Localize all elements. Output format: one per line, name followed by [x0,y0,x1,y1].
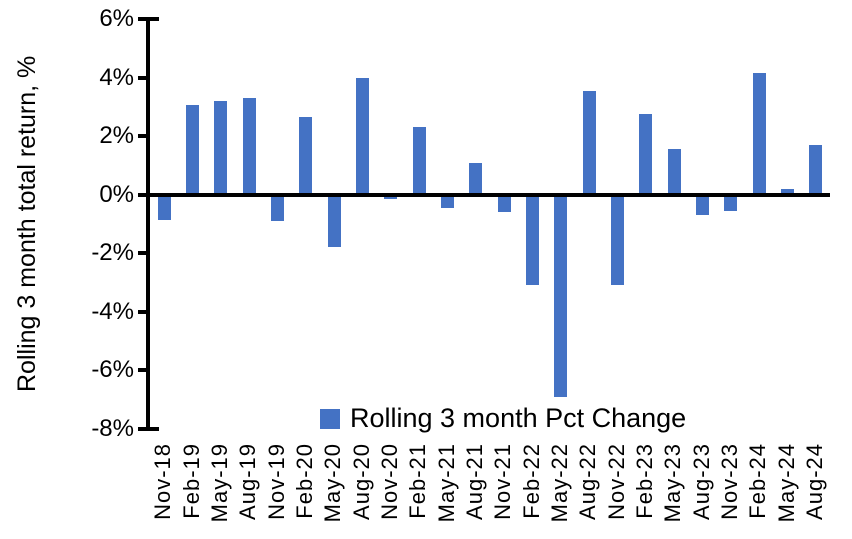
y-axis-end-cap [150,17,159,21]
bar-Aug-20 [356,77,369,195]
x-tick-label: Feb-23 [631,443,657,519]
x-tick-label: May-20 [320,443,346,523]
x-tick-label: May-23 [660,443,686,523]
bar-Aug-21 [469,162,483,195]
bar-Feb-20 [299,117,313,195]
legend-label: Rolling 3 month Pct Change [350,403,687,433]
y-tick [138,17,146,21]
bar-Feb-23 [639,114,653,195]
bar-Feb-24 [752,73,766,195]
bar-Nov-18 [157,194,171,220]
bar-Feb-21 [412,127,426,195]
y-tick [138,309,146,314]
y-tick [138,134,146,139]
bar-May-22 [554,194,568,397]
y-tick-label: -2% [91,239,134,267]
x-tick-label: May-21 [433,443,459,523]
x-tick-label: Aug-20 [348,443,374,520]
y-axis-end-cap [150,427,159,431]
y-axis-title: Rolling 3 month total return, % [13,55,41,393]
bar-Aug-24 [809,144,823,195]
bar-Aug-22 [582,90,596,195]
x-tick-label: May-19 [206,443,232,523]
legend: Rolling 3 month Pct Change [320,405,686,432]
x-tick-label: Aug-24 [801,443,827,520]
x-tick-label: Feb-24 [745,443,771,519]
bar-May-21 [441,194,454,208]
y-tick-label: -4% [91,297,134,325]
bar-May-24 [781,188,794,195]
x-tick-label: May-24 [773,443,799,523]
bar-Aug-19 [242,98,256,195]
y-tick [138,251,146,256]
bar-Nov-23 [724,194,738,211]
y-tick-label: 4% [99,63,134,91]
x-tick-label: Feb-19 [178,443,204,519]
bar-Nov-22 [611,194,624,286]
bar-Feb-22 [526,194,539,286]
x-tick-label: Nov-23 [716,443,742,520]
bar-Aug-23 [696,194,709,216]
y-axis-line [146,17,150,431]
y-tick-label: 2% [99,122,134,150]
bar-Feb-19 [186,105,199,195]
y-tick [138,427,146,431]
x-tick-label: Nov-18 [150,443,176,520]
x-tick-label: Nov-22 [603,443,629,520]
x-tick-label: Nov-20 [376,443,402,520]
bar-Nov-20 [384,194,398,200]
bar-May-20 [327,194,341,248]
plot-area: 6% 4% 2% 0% -2% -4% -6% -8% Nov-18 Feb-19 May-19 Au… [91,7,830,522]
bar-May-23 [667,149,681,195]
bar-Nov-19 [271,194,284,222]
x-tick-label: Aug-21 [461,443,487,520]
x-tick-label: Feb-21 [405,443,431,519]
x-tick-label: Nov-19 [263,443,289,520]
legend-marker [320,408,340,429]
x-tick-label: Aug-19 [235,443,261,520]
y-tick-label: -8% [91,415,134,442]
x-tick-label: May-22 [546,443,572,523]
y-tick [138,75,146,80]
x-tick-label: Feb-20 [291,443,317,519]
x-tick-label: Aug-22 [575,443,601,520]
x-tick-label: Aug-23 [688,443,714,520]
x-tick-label: Feb-22 [518,443,544,519]
y-tick-label: -6% [91,356,134,384]
y-tick [138,368,146,373]
y-tick-label: 0% [99,180,134,208]
bar-Nov-21 [497,194,511,213]
x-axis-zero-line [138,192,830,197]
bar-May-19 [214,101,228,195]
x-tick-label: Nov-21 [490,443,516,520]
y-tick-label: 6% [99,5,134,32]
